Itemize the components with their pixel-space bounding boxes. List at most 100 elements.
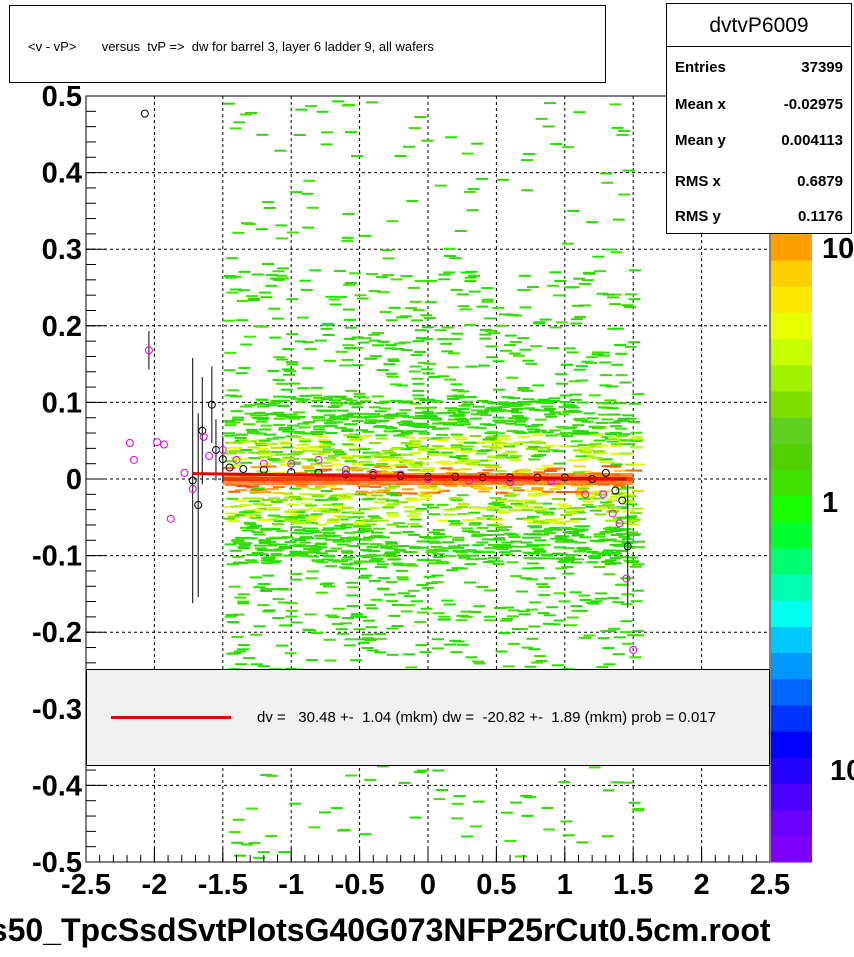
histogram-cell [455,619,468,622]
histogram-cell [470,413,483,416]
histogram-cell [504,545,517,548]
histogram-cell [284,510,297,513]
histogram-cell [232,231,245,234]
histogram-cell [315,523,328,526]
histogram-cell [370,454,383,457]
histogram-cell [405,666,418,669]
histogram-cell [400,400,413,403]
histogram-cell [272,471,285,474]
histogram-cell [290,513,303,516]
histogram-cell [535,401,548,404]
histogram-cell [387,415,400,418]
histogram-cell [512,354,525,357]
histogram-cell [551,467,564,470]
y-tick-label: 0.4 [42,158,82,190]
histogram-cell [304,348,317,351]
histogram-cell [422,503,434,506]
histogram-cell [576,528,589,531]
histogram-cell [386,503,399,506]
histogram-cell [632,490,645,492]
histogram-cell [606,500,619,502]
histogram-cell [396,576,409,579]
histogram-cell [415,430,428,433]
histogram-cell [619,381,632,384]
histogram-cell [609,543,622,546]
histogram-cell [328,454,340,457]
histogram-cell [631,589,644,592]
histogram-cell [528,458,541,461]
histogram-cell [438,489,450,492]
histogram-cell [431,488,444,491]
histogram-cell [423,575,436,578]
histogram-cell [245,428,258,431]
histogram-cell [436,433,448,436]
histogram-cell [487,464,500,467]
histogram-cell [276,644,289,647]
histogram-cell [593,439,606,442]
histogram-cell [251,552,264,554]
histogram-cell [626,520,639,523]
histogram-cell [260,590,273,592]
histogram-cell [480,534,493,536]
histogram-cell [624,516,637,519]
histogram-cell [432,769,445,772]
histogram-cell [377,588,390,591]
histogram-cell [366,101,378,104]
histogram-cell [302,527,315,530]
histogram-cell [465,365,478,368]
histogram-cell [282,428,295,431]
histogram-cell [624,546,637,549]
histogram-cell [551,664,564,667]
histogram-cell [509,550,522,553]
histogram-cell [271,522,284,525]
histogram-cell [431,574,444,577]
histogram-cell [259,428,271,431]
histogram-cell [391,456,404,459]
histogram-cell [532,557,545,560]
histogram-cell [264,433,277,436]
histogram-cell [410,319,423,322]
histogram-cell [604,559,617,562]
histogram-cell [515,418,528,421]
histogram-cell [414,414,427,417]
histogram-cell [509,341,522,343]
histogram-cell [620,620,633,623]
histogram-cell [589,442,602,445]
histogram-cell [402,461,415,464]
histogram-cell [244,412,257,415]
color-scale-bin [771,731,812,758]
histogram-cell [629,437,642,440]
histogram-cell [465,270,478,273]
histogram-cell [328,417,341,420]
histogram-cell [450,409,463,412]
histogram-cell [608,413,621,416]
histogram-cell [343,434,355,437]
histogram-cell [543,528,556,531]
histogram-cell [504,839,517,842]
data-point [615,519,624,528]
histogram-cell [564,286,577,289]
histogram-cell [497,529,510,531]
histogram-cell [319,811,331,814]
histogram-cell [607,553,620,556]
histogram-cell [482,401,494,404]
histogram-cell [368,290,381,293]
histogram-cell [495,324,508,327]
histogram-cell [596,402,609,405]
histogram-cell [414,351,426,353]
histogram-cell [236,319,249,322]
histogram-cell [363,619,375,622]
histogram-cell [254,547,267,550]
histogram-cell [588,557,601,559]
data-points [125,109,638,654]
histogram-cell [334,453,347,456]
histogram-cell [353,525,366,528]
histogram-cell [597,354,610,357]
histogram-cell [400,431,413,434]
histogram-cell [264,403,277,406]
histogram-cell [245,112,257,114]
histogram-cell [414,116,427,118]
histogram-cell [402,530,415,533]
histogram-cell [535,468,547,471]
histogram-cell [468,290,481,293]
